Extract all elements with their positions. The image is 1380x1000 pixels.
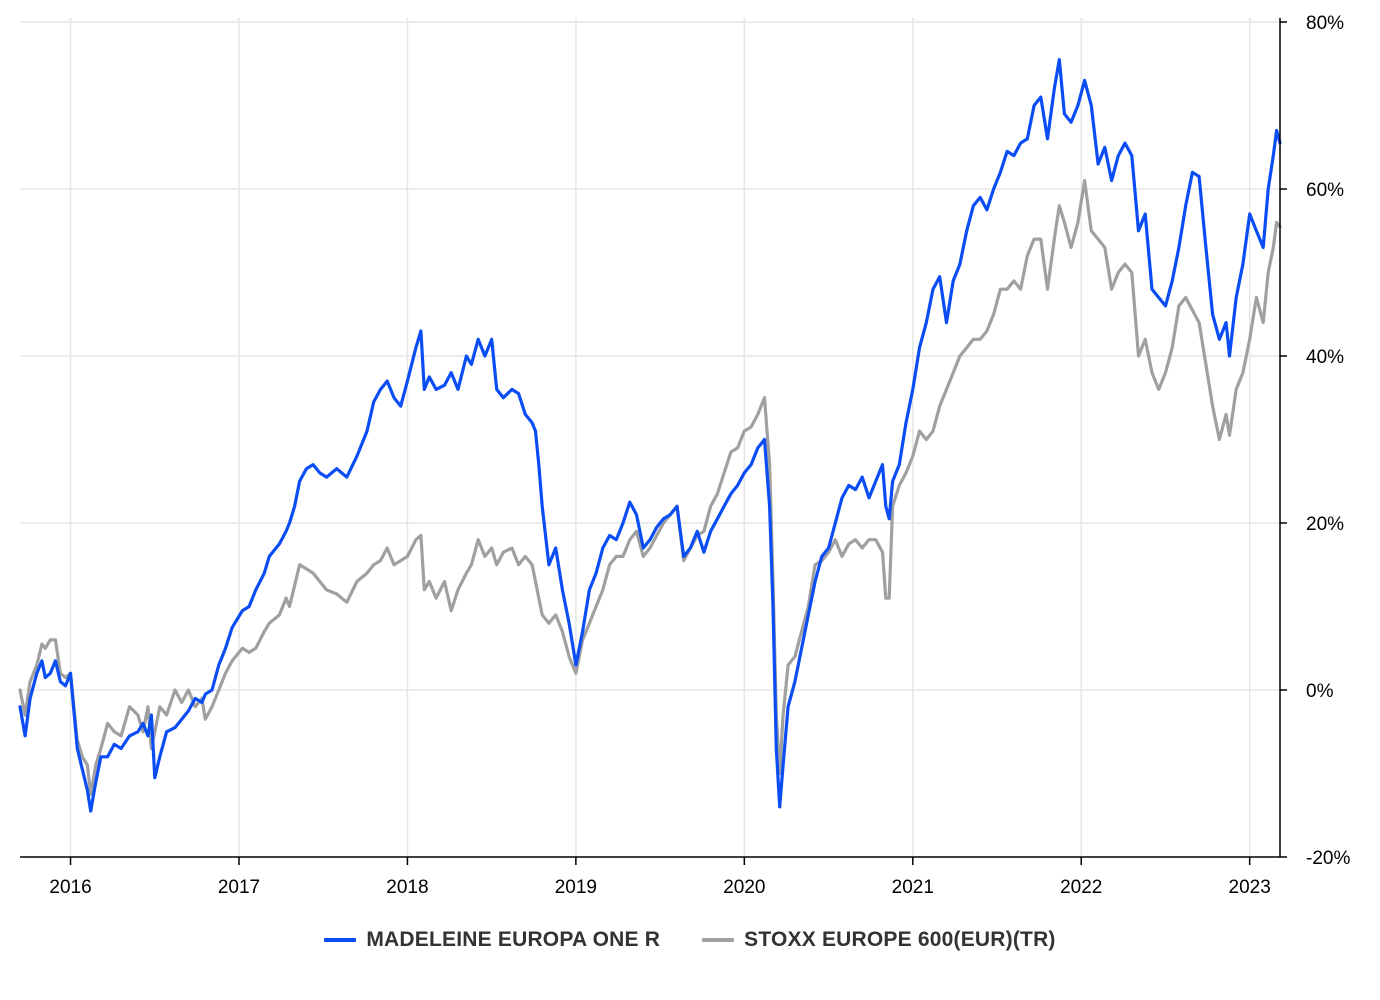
x-tick-label: 2021 [892, 877, 934, 898]
x-tick-label: 2016 [49, 877, 91, 898]
series-lines [18, 58, 1282, 813]
legend: MADELEINE EUROPA ONE R STOXX EUROPE 600(E… [0, 928, 1380, 952]
y-tick-label: 40% [1306, 347, 1344, 368]
y-tick-label: 0% [1306, 681, 1334, 702]
y-tick-label: 60% [1306, 180, 1344, 201]
legend-item[interactable]: MADELEINE EUROPA ONE R [324, 928, 660, 952]
x-tick-label: 2019 [555, 877, 597, 898]
x-tick-label: 2017 [218, 877, 260, 898]
series-line-madeleine-europa-one-r [18, 58, 1282, 813]
y-tick-label: 80% [1306, 13, 1344, 34]
legend-swatch [702, 938, 735, 942]
legend-label: MADELEINE EUROPA ONE R [366, 928, 661, 951]
x-tick-label: 2023 [1229, 877, 1271, 898]
y-tick-label: -20% [1306, 848, 1350, 869]
x-tick-label: 2022 [1060, 877, 1102, 898]
y-tick-label: 20% [1306, 514, 1344, 535]
axes: -20% 0% 20% 40% 60% 80% 2016 2017 2018 2019 2020 20… [20, 13, 1350, 898]
legend-swatch [324, 938, 357, 942]
series-line-stoxx-europe-600-eur-tr [18, 179, 1282, 796]
gridlines [20, 18, 1280, 857]
x-tick-label: 2020 [723, 877, 765, 898]
legend-label: STOXX EUROPE 600(EUR)(TR) [744, 928, 1056, 951]
x-tick-label: 2018 [386, 877, 428, 898]
legend-item[interactable]: STOXX EUROPE 600(EUR)(TR) [702, 928, 1056, 952]
performance-chart: -20% 0% 20% 40% 60% 80% 2016 2017 2018 2019 2020 20… [18, 13, 1350, 898]
